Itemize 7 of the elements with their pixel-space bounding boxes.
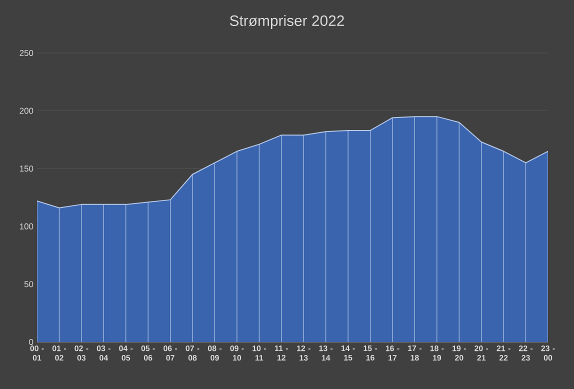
chart-title: Strømpriser 2022	[230, 15, 344, 29]
y-tick-label: 150	[20, 166, 34, 172]
y-tick-label: 0	[29, 339, 34, 345]
y-tick-label: 100	[20, 223, 34, 230]
y-tick-label: 50	[24, 281, 34, 288]
y-tick-label: 200	[20, 108, 34, 114]
y-tick-label: 250	[20, 50, 34, 56]
